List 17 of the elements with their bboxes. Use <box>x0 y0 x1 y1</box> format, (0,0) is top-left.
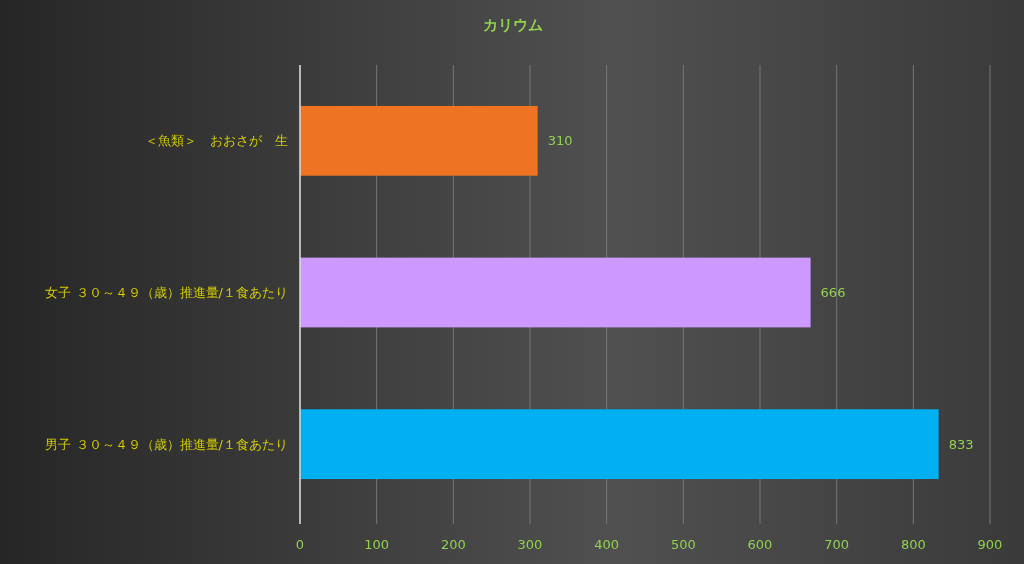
x-tick-label: 500 <box>670 537 696 552</box>
data-label: 833 <box>948 436 974 452</box>
data-label: 310 <box>547 133 573 149</box>
x-tick-label: 300 <box>517 537 543 552</box>
data-label: 666 <box>820 285 846 301</box>
x-tick-label: 0 <box>295 537 305 552</box>
y-tick-label: ＜魚類＞ おおさが 生 <box>145 133 288 149</box>
x-tick-label: 800 <box>900 537 926 552</box>
x-tick-label: 200 <box>440 537 466 552</box>
y-tick-label: 女子 ３０～４９（歳）推進量/１食あたり <box>45 285 288 301</box>
x-tick-label: 100 <box>364 537 390 552</box>
x-tick-label: 400 <box>594 537 620 552</box>
x-tick-label: 700 <box>824 537 850 552</box>
y-tick-label: 男子 ３０～４９（歳）推進量/１食あたり <box>45 436 288 452</box>
chart-title: カリウム <box>483 16 543 34</box>
x-tick-label: 900 <box>977 537 1003 552</box>
x-tick-label: 600 <box>747 537 773 552</box>
